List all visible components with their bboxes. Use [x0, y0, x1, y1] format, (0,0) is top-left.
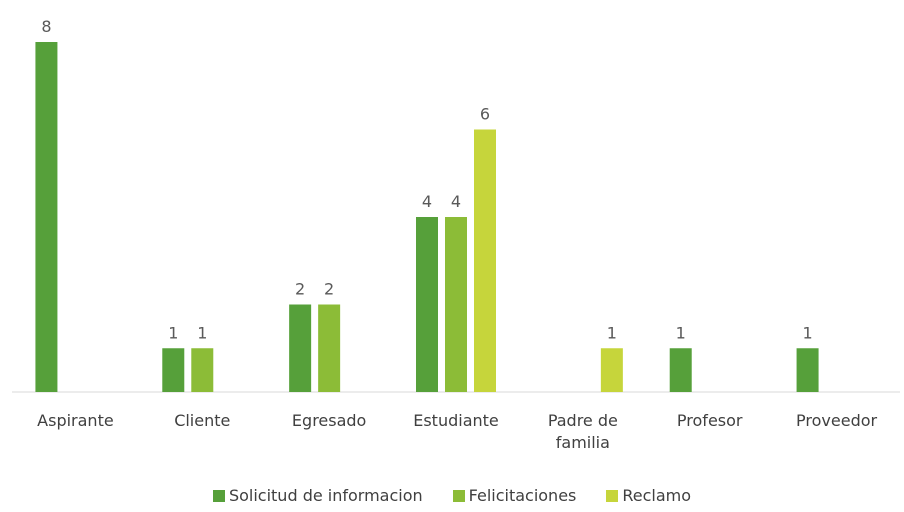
bar	[162, 348, 185, 392]
legend-label: Solicitud de informacion	[228, 486, 423, 505]
bar	[318, 304, 341, 392]
x-tick-label: Estudiante	[413, 411, 499, 430]
bar	[445, 217, 467, 392]
data-label: 8	[41, 17, 51, 36]
legend-swatch	[606, 489, 619, 502]
legend-item: Felicitaciones	[452, 486, 577, 505]
legend-swatch	[212, 489, 225, 502]
legend-swatch	[452, 489, 465, 502]
legend-item: Solicitud de informacion	[212, 486, 423, 505]
x-tick-label: Padre de familia	[547, 411, 618, 452]
x-tick-label: Aspirante	[37, 411, 114, 430]
data-label: 2	[324, 280, 334, 299]
x-tick-label: Proveedor	[796, 411, 878, 430]
data-label: 2	[295, 280, 305, 299]
bar	[35, 42, 58, 392]
data-label: 4	[422, 192, 432, 211]
bar	[669, 348, 692, 392]
bar	[600, 348, 623, 392]
bar	[191, 348, 214, 392]
bar	[416, 217, 438, 392]
data-label: 1	[168, 323, 178, 342]
x-tick-label: Profesor	[676, 411, 743, 430]
x-tick-label: Egresado	[291, 411, 367, 430]
data-label: 1	[197, 323, 207, 342]
legend-label: Reclamo	[622, 486, 692, 505]
data-label: 1	[676, 323, 686, 342]
data-label: 1	[607, 323, 617, 342]
data-label: 4	[451, 192, 461, 211]
x-tick-label: Cliente	[174, 411, 231, 430]
data-label: 1	[802, 323, 812, 342]
bar	[289, 304, 312, 392]
legend-item: Reclamo	[606, 486, 691, 505]
legend: Solicitud de informacion Felicitaciones Re…	[0, 486, 904, 505]
bar	[474, 129, 496, 392]
bar	[796, 348, 819, 392]
legend-label: Felicitaciones	[468, 486, 577, 505]
data-label: 6	[480, 105, 490, 124]
